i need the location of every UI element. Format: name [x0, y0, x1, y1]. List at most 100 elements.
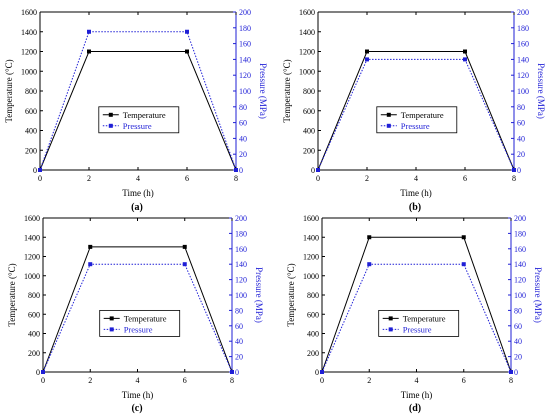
- y-tick-label-left: 1600: [299, 8, 315, 17]
- legend-label: Pressure: [124, 324, 153, 334]
- y-tick-label-left: 200: [25, 146, 37, 155]
- y-axis-title-left: Temperature (°C): [282, 59, 292, 122]
- y-tick-label-left: 400: [25, 127, 37, 136]
- y-tick-label-right: 80: [517, 103, 525, 112]
- y-tick-label-left: 800: [307, 291, 319, 300]
- y-tick-label-right: 60: [235, 322, 243, 331]
- y-tick-label-left: 200: [303, 146, 315, 155]
- y-tick-label-left: 800: [25, 87, 37, 96]
- y-tick-label-right: 140: [514, 260, 526, 269]
- y-tick-label-right: 160: [235, 245, 247, 254]
- legend-label: Temperature: [124, 313, 167, 323]
- y-tick-label-right: 0: [517, 166, 521, 175]
- x-tick-label: 2: [367, 376, 371, 385]
- y-tick-label-right: 160: [517, 40, 529, 49]
- pressure-line: [39, 31, 237, 171]
- x-tick-label: 6: [185, 174, 189, 183]
- y-axis-title-right: Pressure (MPa): [254, 267, 264, 323]
- y-tick-label-left: 1200: [299, 48, 315, 57]
- x-tick-label: 0: [320, 376, 324, 385]
- legend-label: Pressure: [401, 121, 430, 131]
- x-tick-label: 4: [415, 376, 419, 385]
- pressure-line: [321, 263, 512, 373]
- y-tick-label-left: 400: [303, 127, 315, 136]
- y-tick-label-left: 800: [303, 87, 315, 96]
- pressure-point: [461, 262, 466, 267]
- pressure-point: [509, 370, 513, 374]
- y-tick-label-left: 400: [28, 330, 40, 339]
- temperature-point: [88, 244, 93, 249]
- pressure-line: [317, 58, 515, 171]
- y-tick-label-right: 180: [239, 24, 251, 33]
- y-tick-label-right: 60: [517, 119, 525, 128]
- y-tick-label-left: 1200: [24, 253, 40, 262]
- y-tick-label-left: 600: [25, 107, 37, 116]
- x-tick-label: 6: [183, 376, 187, 385]
- y-tick-label-right: 100: [235, 291, 247, 300]
- y-axis-title-left: Temperature (°C): [4, 59, 14, 122]
- panel-caption: (c): [131, 403, 142, 414]
- legend-label: Temperature: [403, 313, 446, 323]
- y-tick-label-right: 60: [239, 119, 247, 128]
- y-tick-label-left: 1000: [24, 272, 40, 281]
- y-tick-label-right: 120: [235, 276, 247, 285]
- chart-panel: 0 2 4 6 802004006008001000120014001600020406…: [282, 8, 546, 213]
- y-tick-label-right: 40: [239, 134, 247, 143]
- pressure-point: [88, 262, 93, 267]
- legend-label: Pressure: [403, 324, 432, 334]
- pressure-point: [512, 168, 516, 172]
- y-tick-label-right: 60: [514, 322, 522, 331]
- pressure-point: [182, 262, 187, 267]
- legend-label: Temperature: [401, 110, 444, 120]
- y-tick-label-left: 1000: [299, 67, 315, 76]
- pressure-point: [185, 29, 189, 34]
- panel-caption: (d): [409, 403, 421, 414]
- y-tick-label-left: 1400: [299, 28, 315, 37]
- y-tick-label-right: 100: [517, 87, 529, 96]
- y-tick-label-left: 1000: [21, 67, 37, 76]
- y-tick-label-right: 20: [514, 353, 522, 362]
- y-tick-label-right: 160: [514, 245, 526, 254]
- y-axis-title-right: Pressure (MPa): [536, 63, 546, 119]
- y-tick-label-right: 120: [514, 276, 526, 285]
- y-tick-label-right: 100: [514, 291, 526, 300]
- y-tick-label-right: 200: [235, 214, 247, 223]
- x-tick-label: 6: [462, 376, 466, 385]
- y-tick-label-right: 20: [239, 150, 247, 159]
- y-tick-label-right: 0: [235, 368, 239, 377]
- temperature-point: [87, 49, 91, 54]
- y-tick-label-left: 1600: [21, 8, 37, 17]
- temperature-line: [39, 51, 237, 171]
- y-tick-label-right: 40: [235, 337, 243, 346]
- y-tick-label-right: 40: [514, 337, 522, 346]
- temperature-point: [182, 244, 187, 249]
- y-tick-label-left: 1200: [21, 48, 37, 57]
- x-tick-label: 6: [463, 174, 467, 183]
- pressure-point: [87, 29, 91, 34]
- y-tick-label-right: 80: [239, 103, 247, 112]
- y-axis-title-left: Temperature (°C): [286, 263, 296, 326]
- y-tick-label-right: 80: [235, 306, 243, 315]
- y-tick-label-right: 100: [239, 87, 251, 96]
- y-tick-label-right: 200: [517, 8, 529, 17]
- y-tick-label-left: 1600: [24, 214, 40, 223]
- y-tick-label-left: 1000: [303, 272, 319, 281]
- x-tick-label: 2: [87, 174, 91, 183]
- temperature-line: [42, 246, 233, 373]
- y-tick-label-right: 200: [239, 8, 251, 17]
- legend-marker: [108, 123, 113, 128]
- y-tick-label-right: 160: [239, 40, 251, 49]
- legend-marker: [108, 112, 113, 117]
- chart-panel: 0 2 4 6 802004006008001000120014001600020406…: [7, 214, 264, 414]
- pressure-point: [365, 57, 369, 62]
- y-tick-label-left: 0: [315, 368, 319, 377]
- pressure-point: [41, 370, 45, 374]
- x-axis-title: Time (h): [122, 390, 153, 400]
- y-tick-label-right: 200: [514, 214, 526, 223]
- x-tick-label: 2: [88, 376, 92, 385]
- legend-marker: [388, 316, 393, 321]
- y-tick-label-right: 180: [517, 24, 529, 33]
- y-tick-label-right: 120: [239, 71, 251, 80]
- pressure-point: [316, 168, 320, 172]
